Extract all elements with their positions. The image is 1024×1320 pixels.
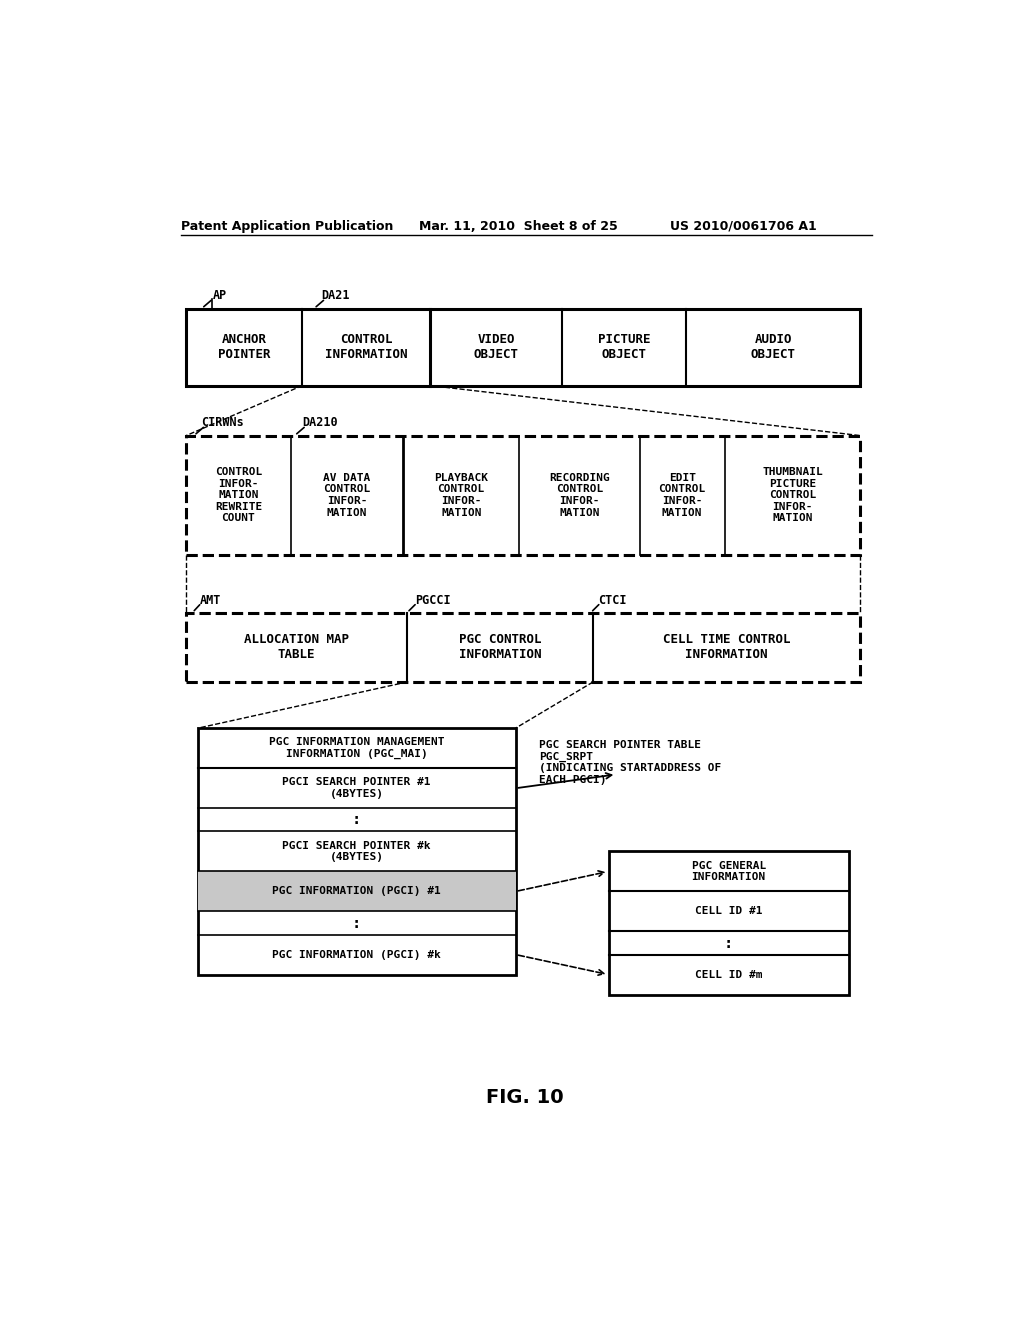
- Text: VIDEO
OBJECT: VIDEO OBJECT: [474, 333, 518, 362]
- Text: US 2010/0061706 A1: US 2010/0061706 A1: [671, 219, 817, 232]
- Text: AV DATA
CONTROL
INFOR-
MATION: AV DATA CONTROL INFOR- MATION: [324, 473, 371, 517]
- Text: :: :: [352, 916, 361, 931]
- Text: Mar. 11, 2010  Sheet 8 of 25: Mar. 11, 2010 Sheet 8 of 25: [419, 219, 617, 232]
- Text: DA210: DA210: [302, 416, 338, 429]
- Text: PGC INFORMATION (PGCI) #k: PGC INFORMATION (PGCI) #k: [272, 949, 441, 960]
- Text: PGCI SEARCH POINTER #k
(4BYTES): PGCI SEARCH POINTER #k (4BYTES): [283, 841, 431, 862]
- Text: :: :: [724, 936, 733, 950]
- Text: ALLOCATION MAP
TABLE: ALLOCATION MAP TABLE: [244, 634, 349, 661]
- Text: CELL ID #1: CELL ID #1: [695, 907, 763, 916]
- Text: RECORDING
CONTROL
INFOR-
MATION: RECORDING CONTROL INFOR- MATION: [549, 473, 610, 517]
- Bar: [198, 871, 515, 911]
- Text: PGCI SEARCH POINTER #1
(4BYTES): PGCI SEARCH POINTER #1 (4BYTES): [283, 777, 431, 799]
- Text: PGC CONTROL
INFORMATION: PGC CONTROL INFORMATION: [459, 634, 542, 661]
- Text: CTCI: CTCI: [598, 594, 627, 607]
- Text: PICTURE
OBJECT: PICTURE OBJECT: [598, 333, 650, 362]
- Text: PGC INFORMATION (PGCI) #1: PGC INFORMATION (PGCI) #1: [272, 887, 441, 896]
- Text: CONTROL
INFORMATION: CONTROL INFORMATION: [325, 333, 408, 362]
- Bar: [198, 729, 515, 974]
- Text: ANCHOR
POINTER: ANCHOR POINTER: [218, 333, 270, 362]
- Bar: [186, 309, 860, 385]
- Text: AMT: AMT: [200, 594, 221, 607]
- Text: AP: AP: [213, 289, 227, 302]
- Bar: [186, 436, 860, 554]
- Text: FIG. 10: FIG. 10: [486, 1088, 563, 1107]
- Text: THUMBNAIL
PICTURE
CONTROL
INFOR-
MATION: THUMBNAIL PICTURE CONTROL INFOR- MATION: [762, 467, 823, 524]
- Bar: [608, 851, 849, 995]
- Text: Patent Application Publication: Patent Application Publication: [180, 219, 393, 232]
- Text: PGC GENERAL
INFORMATION: PGC GENERAL INFORMATION: [691, 861, 766, 882]
- Text: DA21: DA21: [322, 289, 350, 302]
- Bar: [186, 612, 860, 682]
- Text: CIRWNs: CIRWNs: [202, 416, 245, 429]
- Text: CELL ID #m: CELL ID #m: [695, 970, 763, 979]
- Text: CONTROL
INFOR-
MATION
REWRITE
COUNT: CONTROL INFOR- MATION REWRITE COUNT: [215, 467, 262, 524]
- Text: PLAYBACK
CONTROL
INFOR-
MATION: PLAYBACK CONTROL INFOR- MATION: [434, 473, 488, 517]
- Text: PGC INFORMATION MANAGEMENT
INFORMATION (PGC_MAI): PGC INFORMATION MANAGEMENT INFORMATION (…: [269, 738, 444, 759]
- Text: CELL TIME CONTROL
INFORMATION: CELL TIME CONTROL INFORMATION: [663, 634, 791, 661]
- Text: AUDIO
OBJECT: AUDIO OBJECT: [751, 333, 796, 362]
- Text: EDIT
CONTROL
INFOR-
MATION: EDIT CONTROL INFOR- MATION: [658, 473, 706, 517]
- Text: PGC SEARCH POINTER TABLE
PGC_SRPT
(INDICATING STARTADDRESS OF
EACH PGCI): PGC SEARCH POINTER TABLE PGC_SRPT (INDIC…: [539, 739, 721, 785]
- Text: :: :: [352, 812, 361, 828]
- Text: PGCCI: PGCCI: [415, 594, 451, 607]
